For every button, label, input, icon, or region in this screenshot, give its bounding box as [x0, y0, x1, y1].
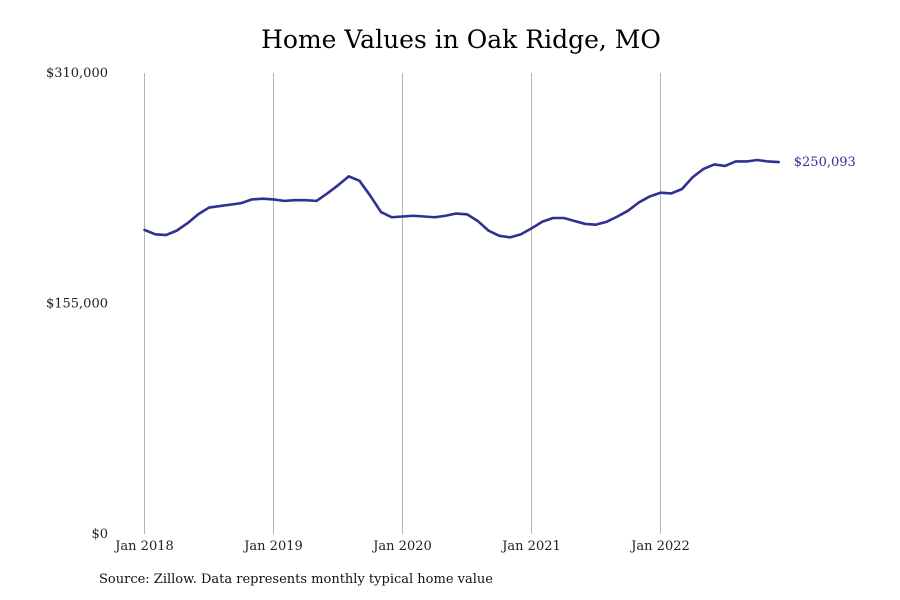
- chart-title: Home Values in Oak Ridge, MO: [261, 25, 661, 54]
- end-value-label: $250,093: [794, 155, 856, 170]
- y-tick-label: $155,000: [46, 297, 108, 312]
- y-axis-tick-labels: $0 $155,000 $310,000: [46, 66, 108, 542]
- source-note: Source: Zillow. Data represents monthly …: [99, 572, 493, 587]
- x-tick-label: Jan 2021: [500, 539, 561, 554]
- series-line: [143, 158, 781, 239]
- series-layer: [143, 158, 781, 239]
- x-axis-tick-labels: Jan 2018 Jan 2019 Jan 2020 Jan 2021 Jan 2022: [113, 539, 690, 554]
- y-tick-label: $310,000: [46, 66, 108, 81]
- data-label-layer: $250,093: [794, 155, 856, 170]
- y-tick-label: $0: [91, 527, 108, 542]
- x-tick-label: Jan 2018: [113, 539, 174, 554]
- x-tick-label: Jan 2019: [242, 539, 303, 554]
- x-tick-label: Jan 2020: [371, 539, 432, 554]
- x-tick-label: Jan 2022: [629, 539, 690, 554]
- gridlines: [144, 73, 661, 534]
